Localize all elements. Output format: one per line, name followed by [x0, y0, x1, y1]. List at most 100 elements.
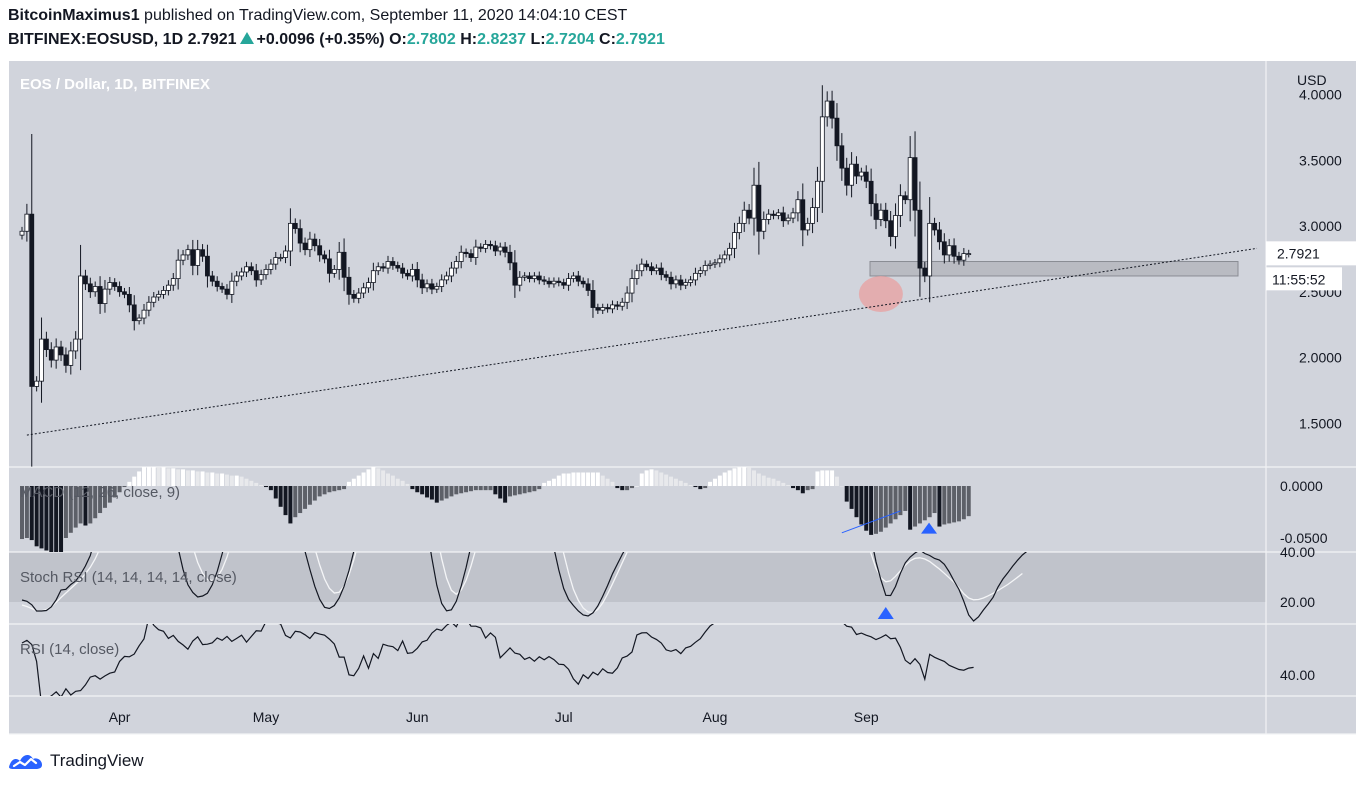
candle-down	[126, 293, 132, 306]
macd-bar	[620, 486, 625, 491]
author-name[interactable]: BitcoinMaximus1	[8, 7, 140, 24]
footer-brand[interactable]: TradingView	[8, 748, 144, 774]
axes: 4.00003.50003.00002.50002.00001.5000USD2…	[109, 72, 1356, 725]
candle-up	[278, 257, 284, 259]
macd-bar	[205, 472, 210, 486]
candle-down	[478, 246, 484, 249]
macd-bar	[517, 486, 522, 495]
candle-up	[673, 279, 679, 285]
macd-bar	[195, 471, 200, 486]
macd-bar	[181, 469, 186, 486]
macd-bar	[176, 469, 181, 486]
close-label: C:	[599, 31, 616, 48]
stoch-lines	[21, 552, 1028, 622]
macd-bar	[342, 486, 347, 490]
high-label: H:	[460, 31, 478, 48]
macd-bar	[864, 486, 869, 531]
candle-up	[751, 184, 757, 219]
macd-bar	[107, 486, 112, 503]
time-axis-label: Jul	[555, 709, 573, 725]
macd-up-marker-icon	[921, 522, 938, 534]
rsi-line	[21, 624, 974, 696]
candle-down	[44, 338, 49, 351]
price-change: +0.0096 (+0.35%)	[256, 31, 385, 48]
candle-down	[746, 209, 752, 219]
macd-bar	[142, 467, 146, 486]
macd-histogram	[20, 467, 971, 552]
last-price-label: 2.7921	[1277, 245, 1320, 261]
macd-divergence-line	[841, 510, 901, 534]
candle-down	[863, 171, 869, 182]
candle-down	[341, 251, 347, 278]
candle-down	[605, 307, 610, 310]
macd-bar	[810, 486, 815, 490]
price-pane[interactable]: EOS / Dollar, 1D, BITFINEX	[19, 76, 1258, 467]
last-price: 2.7921	[187, 31, 237, 48]
macd-bar	[693, 486, 698, 488]
macd-bar	[312, 486, 317, 501]
macd-bar	[410, 486, 415, 490]
candle-up	[683, 282, 689, 286]
macd-bar	[112, 486, 117, 498]
macd-bar	[381, 470, 386, 486]
candle-up	[727, 247, 732, 256]
macd-bar	[610, 481, 615, 486]
candle-up	[234, 275, 240, 282]
candle-down	[668, 276, 674, 285]
macd-bar	[215, 473, 220, 486]
candle-down	[380, 266, 386, 269]
candle-down	[912, 157, 918, 211]
macd-bar	[49, 486, 54, 552]
candle-up	[307, 238, 313, 251]
candle-down	[644, 263, 650, 268]
macd-bar	[913, 486, 918, 527]
candle-up	[878, 209, 884, 220]
macd-tick-label: -0.0500	[1280, 530, 1328, 546]
macd-bar	[849, 486, 854, 509]
candle-up	[766, 213, 772, 220]
candle-up	[170, 278, 176, 286]
macd-bar	[561, 473, 566, 486]
macd-bar	[39, 486, 44, 549]
countdown-label: 11:55:52	[1272, 271, 1326, 287]
macd-bar	[766, 477, 771, 486]
candle-down	[87, 283, 93, 293]
candle-up	[893, 215, 898, 237]
macd-bar	[922, 486, 927, 521]
low-label: L:	[530, 31, 546, 48]
candle-up	[24, 213, 30, 232]
macd-bar	[595, 472, 600, 486]
macd-bar	[371, 467, 376, 486]
candle-up	[805, 222, 811, 231]
candle-down	[585, 283, 591, 291]
macd-bar	[712, 478, 717, 486]
candle-down	[248, 266, 254, 272]
macd-bar	[156, 467, 161, 486]
tradingview-logo-icon	[9, 755, 42, 769]
rsi-label: RSI (14, close)	[20, 641, 119, 658]
macd-bar	[356, 475, 361, 486]
candle-down	[97, 286, 103, 304]
countdown-label-bg	[1266, 267, 1342, 291]
macd-bar	[532, 486, 537, 492]
high-value: 2.8237	[477, 31, 527, 48]
candle-up	[161, 290, 166, 295]
stoch-rsi-pane[interactable]: Stoch RSI (14, 14, 14, 14, close)	[20, 402, 1032, 622]
macd-bar	[132, 476, 137, 486]
macd-bar	[747, 467, 752, 486]
price-tick-label: 4.0000	[1299, 87, 1342, 103]
candle-down	[839, 145, 845, 169]
rsi-pane[interactable]: RSI (14, close)	[20, 585, 974, 705]
candle-up	[385, 261, 391, 269]
footer-brand-text: TradingView	[50, 751, 144, 770]
candle-up	[73, 338, 79, 352]
candle-up	[717, 258, 723, 264]
macd-pane[interactable]: MACD (12, 26, close, 9)	[20, 466, 971, 556]
candle-down	[941, 241, 947, 256]
macd-bar	[288, 486, 293, 524]
candle-up	[156, 293, 162, 298]
macd-bar	[190, 470, 195, 486]
macd-bar	[498, 486, 503, 499]
macd-bar	[83, 486, 88, 526]
